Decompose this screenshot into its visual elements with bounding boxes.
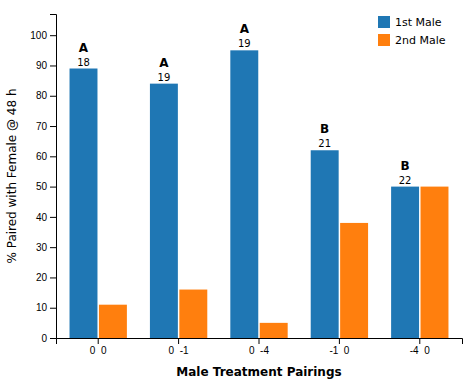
tick-label: 60 <box>36 151 48 162</box>
tick-label: 90 <box>36 60 48 71</box>
x-axis: 0 0 0 -1 0 -4 -1 0 -4 0 <box>57 338 463 356</box>
tick: 90 <box>36 60 56 71</box>
significance-label: B <box>320 122 329 136</box>
tick-mark <box>50 338 56 339</box>
tick-label: 20 <box>36 272 48 283</box>
tick: 20 <box>36 272 56 283</box>
y-axis: 0 10 20 30 40 50 60 70 80 90 100 <box>30 15 56 344</box>
tick: 60 <box>36 151 56 162</box>
tick: 40 <box>36 212 56 223</box>
n-label: 18 <box>77 57 90 68</box>
bar <box>391 187 419 338</box>
significance-label: A <box>240 22 250 36</box>
significance-label: B <box>401 159 410 173</box>
tick-mark <box>50 35 56 36</box>
tick-label: 40 <box>36 212 48 223</box>
legend-label: 2nd Male <box>395 34 446 47</box>
tick-mark <box>50 156 56 157</box>
bar <box>260 323 288 338</box>
legend: 1st Male 2nd Male <box>378 16 446 47</box>
legend-item: 2nd Male <box>378 34 446 47</box>
tick-mark <box>178 338 179 344</box>
n-label: 19 <box>158 72 171 83</box>
n-label: 19 <box>238 38 251 49</box>
axis-line <box>50 15 57 339</box>
tick-mark <box>50 126 56 127</box>
tick: 0 -4 <box>249 338 269 356</box>
tick-mark <box>259 338 260 344</box>
tick: 0 -1 <box>169 338 189 356</box>
bar <box>150 84 178 338</box>
tick: -1 0 <box>329 338 349 356</box>
bar <box>70 69 98 338</box>
tick: 70 <box>36 121 56 132</box>
legend-swatch <box>378 34 390 46</box>
tick-label: 0 -4 <box>249 345 269 356</box>
tick: 100 <box>30 30 56 41</box>
tick-label: -1 0 <box>329 345 349 356</box>
annotations: 18 A 19 A 19 A 21 B 22 B <box>77 22 411 185</box>
tick: 0 <box>41 333 56 344</box>
tick-mark <box>50 277 56 278</box>
tick-label: 30 <box>36 242 48 253</box>
x-axis-title: Male Treatment Pairings <box>176 365 341 379</box>
legend-swatch <box>378 16 390 28</box>
n-label: 22 <box>399 175 412 186</box>
tick-label: 50 <box>36 181 48 192</box>
significance-label: A <box>79 41 89 55</box>
tick-mark <box>98 338 99 344</box>
plot: 0 10 20 30 40 50 60 70 80 90 100 0 0 0 -1 0 -4 -1 0 -4 … <box>30 15 462 357</box>
tick-label: 80 <box>36 90 48 101</box>
tick-label: 0 -1 <box>169 345 189 356</box>
tick-label: 0 0 <box>90 345 107 356</box>
tick: 50 <box>36 181 56 192</box>
tick-mark <box>50 65 56 66</box>
tick-label: 70 <box>36 121 48 132</box>
legend-label: 1st Male <box>395 16 442 29</box>
tick: 80 <box>36 90 56 101</box>
tick: 10 <box>36 302 56 313</box>
tick-mark <box>50 217 56 218</box>
tick-mark <box>50 187 56 188</box>
significance-label: A <box>159 56 169 70</box>
legend-item: 1st Male <box>378 16 442 29</box>
tick-label: 10 <box>36 302 48 313</box>
tick-mark <box>50 247 56 248</box>
bar <box>311 150 339 338</box>
tick-mark <box>50 96 56 97</box>
tick: 30 <box>36 242 56 253</box>
axis-line <box>57 339 463 345</box>
chart: 0 10 20 30 40 50 60 70 80 90 100 0 0 0 -1 0 -4 -1 0 -4 … <box>0 0 474 386</box>
tick-mark <box>419 338 420 344</box>
tick-label: -4 0 <box>410 345 430 356</box>
bar <box>230 50 258 338</box>
bar <box>99 305 127 338</box>
tick-mark <box>50 308 56 309</box>
bars <box>70 50 449 338</box>
y-axis-title: % Paired with Female @ 48 h <box>5 88 19 263</box>
tick: -4 0 <box>410 338 430 356</box>
tick-label: 100 <box>30 30 47 41</box>
bar <box>421 187 449 338</box>
bar <box>340 223 368 338</box>
n-label: 21 <box>318 138 331 149</box>
bar <box>179 290 207 338</box>
tick-label: 0 <box>41 333 47 344</box>
tick: 0 0 <box>90 338 107 356</box>
tick-mark <box>339 338 340 344</box>
